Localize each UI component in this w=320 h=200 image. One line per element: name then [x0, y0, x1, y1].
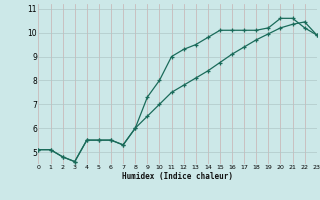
X-axis label: Humidex (Indice chaleur): Humidex (Indice chaleur) [122, 172, 233, 181]
